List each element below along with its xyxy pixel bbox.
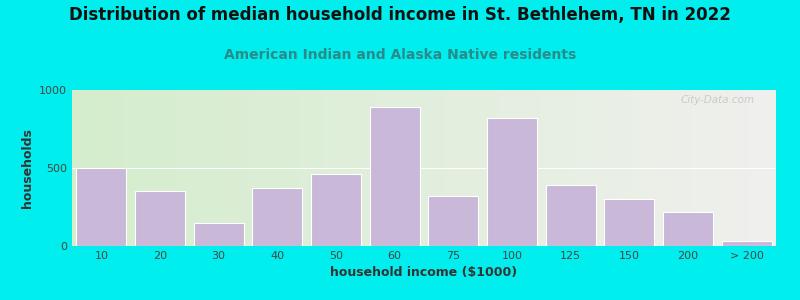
Bar [663, 212, 713, 246]
Text: American Indian and Alaska Native residents: American Indian and Alaska Native reside… [224, 48, 576, 62]
Y-axis label: households: households [21, 128, 34, 208]
Bar [253, 188, 302, 246]
Bar [605, 199, 654, 246]
Bar [311, 174, 361, 246]
Bar [487, 118, 537, 246]
X-axis label: household income ($1000): household income ($1000) [330, 266, 518, 279]
Text: City-Data.com: City-Data.com [681, 95, 755, 105]
Bar [546, 185, 595, 246]
Bar [370, 107, 419, 246]
Bar [135, 191, 185, 246]
Bar [77, 168, 126, 246]
Bar [429, 196, 478, 246]
Bar [194, 223, 243, 246]
Text: Distribution of median household income in St. Bethlehem, TN in 2022: Distribution of median household income … [69, 6, 731, 24]
Bar [722, 241, 771, 246]
